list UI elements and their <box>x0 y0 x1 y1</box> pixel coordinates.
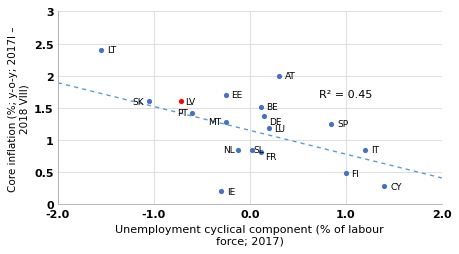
Point <box>274 74 282 78</box>
Point <box>145 100 152 104</box>
Point <box>222 93 229 98</box>
Point <box>234 148 241 152</box>
Point <box>222 120 229 124</box>
Text: CY: CY <box>389 182 401 191</box>
Point <box>247 148 255 152</box>
Text: SK: SK <box>132 98 144 106</box>
Text: LU: LU <box>273 124 284 133</box>
Text: FI: FI <box>351 169 358 178</box>
Text: IT: IT <box>370 146 378 154</box>
Text: FR: FR <box>265 153 276 162</box>
Point <box>341 172 349 176</box>
Text: NL: NL <box>222 146 234 154</box>
Point <box>217 190 224 194</box>
Point <box>327 122 335 126</box>
X-axis label: Unemployment cyclical component (% of labour
force; 2017): Unemployment cyclical component (% of la… <box>115 224 383 246</box>
Text: BE: BE <box>266 103 277 112</box>
Point <box>260 114 268 118</box>
Text: AT: AT <box>284 72 295 81</box>
Text: R² = 0.45: R² = 0.45 <box>318 89 371 99</box>
Point <box>177 100 184 104</box>
Text: MT: MT <box>207 118 221 127</box>
Point <box>265 127 272 131</box>
Point <box>188 112 196 116</box>
Point <box>257 105 264 109</box>
Text: SL: SL <box>253 146 264 154</box>
Point <box>257 150 264 154</box>
Text: DE: DE <box>269 118 281 127</box>
Text: EE: EE <box>230 91 241 100</box>
Point <box>361 148 368 152</box>
Y-axis label: Core inflation (%; y-o-y; 2017I –
2018 VIII): Core inflation (%; y-o-y; 2017I – 2018 V… <box>8 26 30 191</box>
Text: LT: LT <box>106 46 116 55</box>
Text: SP: SP <box>336 120 347 129</box>
Text: LV: LV <box>185 98 195 106</box>
Text: PT: PT <box>176 109 187 118</box>
Text: IE: IE <box>226 187 235 196</box>
Point <box>380 185 387 189</box>
Point <box>97 49 105 53</box>
